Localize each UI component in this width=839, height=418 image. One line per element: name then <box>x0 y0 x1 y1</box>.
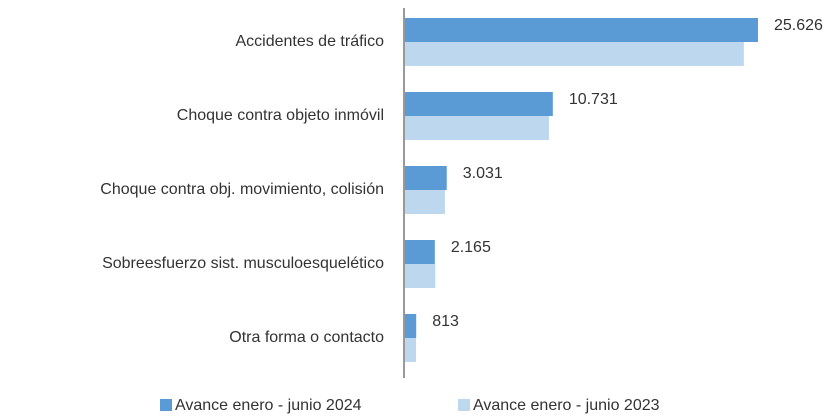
value-label: 2.165 <box>451 239 491 256</box>
bar <box>405 42 744 66</box>
category-label: Choque contra obj. movimiento, colisión <box>100 181 384 198</box>
bar <box>405 18 758 42</box>
value-label: 10.731 <box>569 91 618 108</box>
category-label: Otra forma o contacto <box>229 329 384 346</box>
value-label: 813 <box>432 313 459 330</box>
bar <box>405 116 549 140</box>
bar <box>405 314 417 338</box>
bar <box>405 264 436 288</box>
bar <box>405 166 447 190</box>
bar <box>405 240 435 264</box>
legend-swatch <box>458 399 470 411</box>
legend-label: Avance enero - junio 2024 <box>175 397 362 414</box>
bar <box>405 92 553 116</box>
legend-swatch <box>160 399 172 411</box>
legend-label: Avance enero - junio 2023 <box>473 397 660 414</box>
category-label: Sobreesfuerzo sist. musculoesquelético <box>102 255 384 272</box>
value-label: 25.626 <box>774 17 823 34</box>
category-label: Choque contra objeto inmóvil <box>177 107 384 124</box>
bar <box>405 190 445 214</box>
category-label: Accidentes de tráfico <box>235 33 384 50</box>
value-label: 3.031 <box>463 165 503 182</box>
bar <box>405 338 417 362</box>
